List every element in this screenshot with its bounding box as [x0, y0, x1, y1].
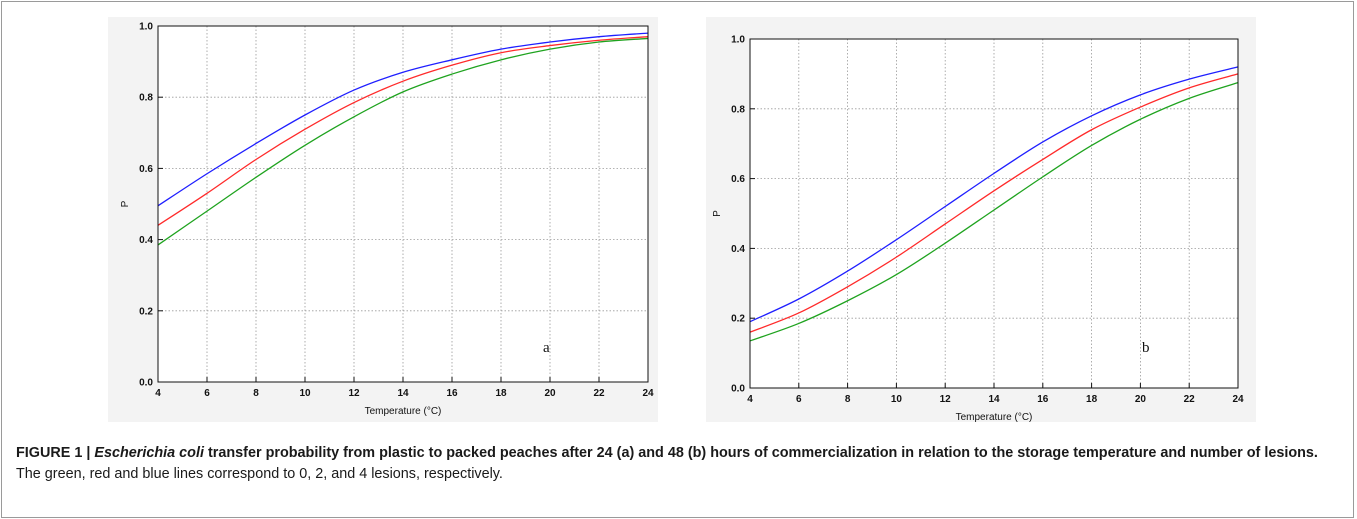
caption-title: transfer probability from plastic to pac… [203, 445, 1318, 461]
plot-area [750, 39, 1238, 388]
y-tick-label: 0.8 [139, 93, 153, 104]
chart-panel-b: 4 6 8 10 12 14 16 18 20 22 24 0.0 0.2 0.4 0.6 0.8 1.0 Tem… [706, 17, 1256, 422]
plot-area [158, 26, 648, 382]
x-tick-label: 16 [1037, 394, 1049, 405]
y-axis-label: P [120, 200, 131, 207]
figure-caption: FIGURE 1 | Escherichia coli transfer pro… [16, 443, 1344, 485]
series-line-2 [749, 66, 1239, 323]
y-tick-label: 0.6 [139, 164, 153, 175]
x-tick-label: 20 [544, 388, 556, 399]
y-tick-label: 0.4 [139, 235, 153, 246]
y-tick-label: 0.8 [731, 104, 745, 115]
x-tick-label: 20 [1135, 394, 1147, 405]
x-tick-label: 4 [155, 388, 161, 399]
x-tick-label: 24 [1232, 394, 1244, 405]
panel-letter: a [543, 340, 550, 356]
x-tick-label: 12 [940, 394, 952, 405]
series-line-1 [749, 73, 1239, 333]
x-axis-label: Temperature (°C) [365, 406, 442, 417]
y-tick-label: 0.2 [731, 314, 745, 325]
y-tick-label: 0.6 [731, 174, 745, 185]
x-tick-label: 16 [446, 388, 458, 399]
x-axis-label: Temperature (°C) [956, 412, 1033, 422]
x-tick-label: 4 [747, 394, 753, 405]
series-line-0 [157, 37, 649, 246]
y-tick-label: 0.2 [139, 306, 153, 317]
x-tick-label: 12 [348, 388, 360, 399]
panel-letter: b [1142, 340, 1150, 356]
series-line-1 [157, 36, 649, 226]
x-tick-label: 24 [642, 388, 654, 399]
chart-a-svg: 4 6 8 10 12 14 16 18 20 22 24 0.0 0.2 0.4 0.6 0.8 1.0 Tem… [120, 22, 654, 418]
series-line-0 [749, 82, 1239, 342]
x-tick-label: 6 [204, 388, 210, 399]
x-tick-label: 10 [299, 388, 311, 399]
series-line-2 [157, 32, 649, 207]
x-tick-label: 10 [891, 394, 903, 405]
y-tick-label: 1.0 [139, 22, 153, 33]
caption-species: Escherichia coli [94, 445, 204, 461]
x-tick-label: 14 [988, 394, 1000, 405]
y-tick-label: 1.0 [731, 35, 745, 46]
caption-label: FIGURE 1 | [16, 445, 95, 461]
x-tick-label: 14 [397, 388, 409, 399]
y-axis-label: P [712, 210, 723, 217]
chart-b-svg: 4 6 8 10 12 14 16 18 20 22 24 0.0 0.2 0.4 0.6 0.8 1.0 Tem… [712, 35, 1244, 423]
x-tick-label: 6 [796, 394, 802, 405]
y-tick-label: 0.0 [731, 384, 745, 395]
x-tick-label: 18 [1086, 394, 1098, 405]
caption-description: The green, red and blue lines correspond… [16, 466, 503, 482]
x-tick-label: 8 [845, 394, 851, 405]
x-tick-label: 22 [1184, 394, 1196, 405]
y-tick-label: 0.4 [731, 244, 745, 255]
grid-lines [750, 39, 1238, 388]
y-tick-label: 0.0 [139, 378, 153, 389]
x-tick-label: 8 [253, 388, 259, 399]
x-tick-label: 18 [495, 388, 507, 399]
chart-panel-a: 4 6 8 10 12 14 16 18 20 22 24 0.0 0.2 0.4 0.6 0.8 1.0 Tem… [108, 17, 658, 422]
x-tick-label: 22 [593, 388, 605, 399]
grid-lines [158, 26, 648, 382]
